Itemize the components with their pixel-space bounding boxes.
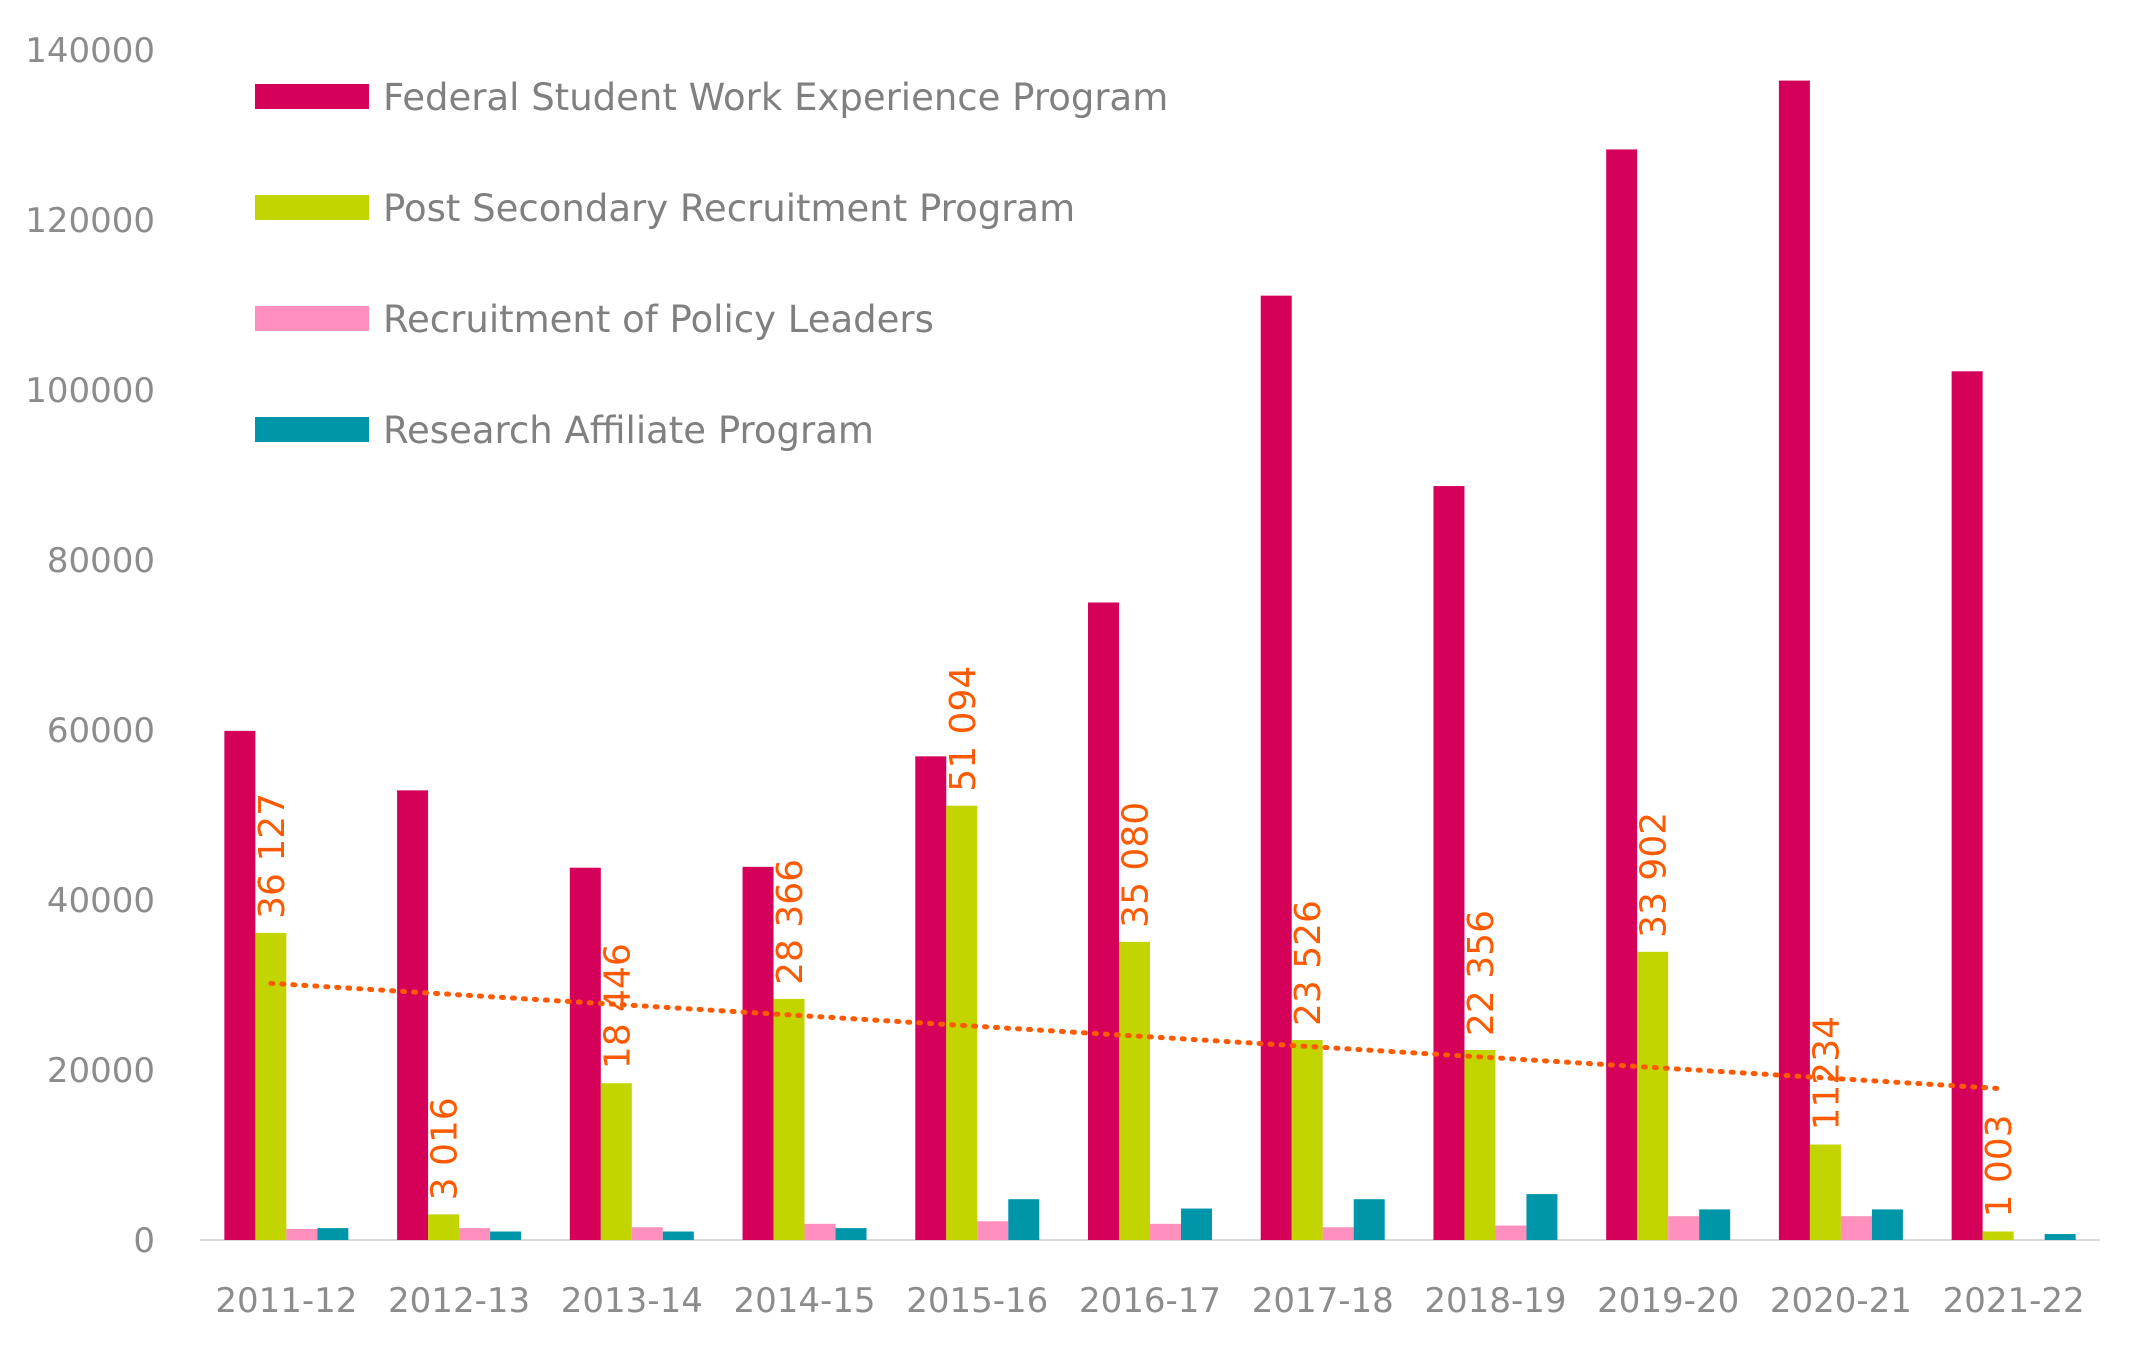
- bar: [1637, 951, 1669, 1240]
- legend-label: Research Affiliate Program: [383, 409, 874, 452]
- data-label: 18 446: [597, 943, 638, 1069]
- data-label: 3 016: [425, 1097, 466, 1200]
- bar: [1606, 149, 1638, 1241]
- legend: Federal Student Work Experience Program P…: [255, 76, 1168, 452]
- y-tick-label: 140000: [25, 31, 155, 71]
- data-label: 36 127: [252, 793, 293, 919]
- bar: [569, 867, 601, 1240]
- y-tick-label: 20000: [47, 1051, 155, 1091]
- trendline: [268, 980, 2001, 1091]
- legend-swatch: [255, 84, 369, 109]
- bar: [1008, 1199, 1040, 1240]
- bar: [1778, 80, 1810, 1241]
- bar: [600, 1083, 632, 1240]
- bar: [1291, 1040, 1323, 1240]
- bar: [1951, 371, 1983, 1240]
- trendline-group: [268, 980, 2001, 1091]
- bars: [224, 80, 2076, 1241]
- bar: [742, 866, 774, 1240]
- bar: [1464, 1049, 1496, 1240]
- x-tick-label: 2021-22: [1943, 1281, 2085, 1321]
- bar: [804, 1223, 836, 1240]
- bar: [428, 1214, 460, 1240]
- bar: [1181, 1208, 1212, 1240]
- bar: [1699, 1209, 1731, 1240]
- legend-swatch: [255, 195, 369, 220]
- data-label: 51 094: [943, 666, 984, 792]
- y-tick-label: 100000: [25, 371, 155, 411]
- bar: [915, 756, 947, 1240]
- x-tick-label: 2015-16: [906, 1281, 1048, 1321]
- y-tick-label: 0: [133, 1221, 155, 1261]
- x-tick-label: 2014-15: [734, 1281, 876, 1321]
- bar: [2044, 1234, 2076, 1240]
- x-tick-label: 2020-21: [1770, 1281, 1912, 1321]
- bar: [631, 1227, 663, 1240]
- bar: [1119, 941, 1150, 1240]
- legend-swatch: [255, 306, 369, 331]
- x-tick-label: 2012-13: [388, 1281, 530, 1321]
- legend-swatch: [255, 417, 369, 442]
- data-label: 33 902: [1634, 812, 1675, 938]
- bar: [286, 1228, 318, 1240]
- bar: [1668, 1216, 1700, 1240]
- legend-label: Post Secondary Recruitment Program: [383, 187, 1075, 230]
- bar: [1526, 1194, 1558, 1240]
- bar: [835, 1228, 867, 1240]
- bar: [1982, 1231, 2014, 1240]
- data-labels: 36 127 3 016 18 446 28 366 51 094 35 080 23 52…: [252, 666, 2020, 1218]
- x-tick-label: 2016-17: [1079, 1281, 1221, 1321]
- bar: [1353, 1199, 1385, 1240]
- bar: [1260, 295, 1292, 1240]
- bar: [490, 1231, 522, 1240]
- bar: [459, 1228, 491, 1240]
- data-label: 22 356: [1461, 910, 1502, 1036]
- bar: [1322, 1227, 1354, 1240]
- data-label: 11234: [1806, 1016, 1847, 1131]
- data-label: 28 366: [770, 859, 811, 985]
- x-tick-label: 2011-12: [215, 1281, 357, 1321]
- bar: [1871, 1209, 1903, 1240]
- data-label: 35 080: [1116, 802, 1157, 928]
- bar: [1840, 1216, 1872, 1240]
- bar: [1495, 1225, 1527, 1240]
- bar: [977, 1221, 1009, 1240]
- bar: [224, 730, 256, 1240]
- axes: 0 20000 40000 60000 80000 100000 120000 140000 2…: [25, 31, 2100, 1321]
- data-label: 23 526: [1288, 900, 1329, 1026]
- y-tick-label: 120000: [25, 201, 155, 241]
- x-tick-label: 2019-20: [1597, 1281, 1739, 1321]
- bar: [317, 1228, 349, 1240]
- data-label: 1 003: [1979, 1114, 2020, 1217]
- bar: [1809, 1144, 1841, 1240]
- legend-label: Recruitment of Policy Leaders: [383, 298, 934, 341]
- bar: [1150, 1223, 1181, 1240]
- bar: [1433, 486, 1465, 1240]
- x-tick-label: 2013-14: [561, 1281, 703, 1321]
- bar: [1088, 602, 1119, 1240]
- x-tick-label: 2018-19: [1424, 1281, 1566, 1321]
- legend-label: Federal Student Work Experience Program: [383, 76, 1168, 119]
- y-tick-label: 60000: [47, 711, 155, 751]
- bar: [662, 1231, 694, 1240]
- y-tick-label: 40000: [47, 881, 155, 921]
- bar: [773, 998, 805, 1240]
- bar: [397, 790, 429, 1240]
- y-tick-label: 80000: [47, 541, 155, 581]
- x-tick-label: 2017-18: [1252, 1281, 1394, 1321]
- bar: [255, 932, 287, 1240]
